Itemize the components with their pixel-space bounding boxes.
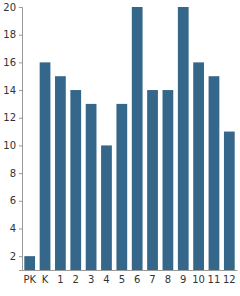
- x-tick: 11: [208, 270, 221, 285]
- y-tick: 12: [3, 112, 22, 123]
- bar: [147, 90, 158, 270]
- y-tick-mark: [19, 173, 22, 174]
- x-tick-label: 5: [119, 274, 125, 285]
- y-tick-mark: [19, 256, 22, 257]
- x-tick: 8: [165, 270, 171, 285]
- x-tick-label: 10: [192, 274, 205, 285]
- bar: [209, 76, 220, 270]
- y-tick-mark: [19, 145, 22, 146]
- y-tick-label: 16: [3, 57, 16, 68]
- bar: [55, 76, 66, 270]
- y-tick-mark: [19, 90, 22, 91]
- y-tick-label: 4: [10, 223, 16, 234]
- y-tick-label: 20: [3, 2, 16, 13]
- plot: 2468101214161820PKK123456789101112: [3, 2, 237, 285]
- x-tick: 4: [103, 270, 109, 285]
- x-tick: 3: [88, 270, 94, 285]
- y-tick-mark: [19, 35, 22, 36]
- y-tick-label: 6: [10, 195, 16, 206]
- x-tick-label: 3: [88, 274, 94, 285]
- x-tick: 5: [119, 270, 125, 285]
- y-tick-label: 8: [10, 168, 16, 179]
- x-tick: 1: [57, 270, 63, 285]
- bar: [224, 132, 235, 270]
- x-tick-label: 9: [180, 274, 186, 285]
- x-tick-label: 1: [57, 274, 63, 285]
- y-tick-mark: [19, 62, 22, 63]
- bar: [40, 62, 51, 270]
- x-tick: PK: [23, 270, 36, 285]
- y-tick: 14: [3, 85, 22, 96]
- x-tick: 12: [223, 270, 236, 285]
- chart: 2468101214161820PKK123456789101112: [0, 0, 240, 296]
- x-tick: 9: [180, 270, 186, 285]
- y-tick: 2: [10, 251, 22, 262]
- bar: [132, 7, 143, 270]
- x-tick-label: 2: [73, 274, 79, 285]
- x-tick: 10: [192, 270, 205, 285]
- y-tick-mark: [19, 228, 22, 229]
- x-tick: 2: [73, 270, 79, 285]
- x-tick-label: 12: [223, 274, 236, 285]
- y-tick-mark: [19, 118, 22, 119]
- y-tick-label: 18: [3, 29, 16, 40]
- x-tick-label: 4: [103, 274, 109, 285]
- bar: [193, 62, 204, 270]
- y-axis-line: [19, 8, 23, 271]
- x-tick: K: [42, 270, 49, 285]
- x-axis-line: [23, 270, 238, 271]
- x-axis: PKK123456789101112: [23, 270, 238, 285]
- x-tick-label: 6: [134, 274, 140, 285]
- x-tick-label: 7: [149, 274, 155, 285]
- y-tick-label: 14: [3, 85, 16, 96]
- y-tick-mark: [19, 7, 22, 8]
- y-tick-label: 2: [10, 251, 16, 262]
- bar: [116, 104, 127, 270]
- bar: [70, 90, 81, 270]
- bar: [163, 90, 174, 270]
- y-tick: 16: [3, 57, 22, 68]
- y-tick: 18: [3, 29, 22, 40]
- bar: [86, 104, 97, 270]
- y-tick: 8: [10, 168, 22, 179]
- y-tick: 6: [10, 195, 22, 206]
- x-tick: 7: [149, 270, 155, 285]
- x-tick-label: PK: [23, 274, 36, 285]
- y-tick: 4: [10, 223, 22, 234]
- bar: [178, 7, 189, 270]
- x-tick-label: 8: [165, 274, 171, 285]
- y-tick-label: 10: [3, 140, 16, 151]
- x-tick: 6: [134, 270, 140, 285]
- bar: [101, 145, 112, 270]
- y-tick-mark: [19, 201, 22, 202]
- y-tick: 20: [3, 2, 22, 13]
- x-tick-label: K: [42, 274, 49, 285]
- bar: [24, 256, 35, 270]
- y-axis: 2 4 6 8 10 12 14 16 18 20: [3, 2, 22, 271]
- y-tick: 10: [3, 140, 22, 151]
- bars: [24, 7, 234, 270]
- y-tick-label: 12: [3, 112, 16, 123]
- x-tick-label: 11: [208, 274, 221, 285]
